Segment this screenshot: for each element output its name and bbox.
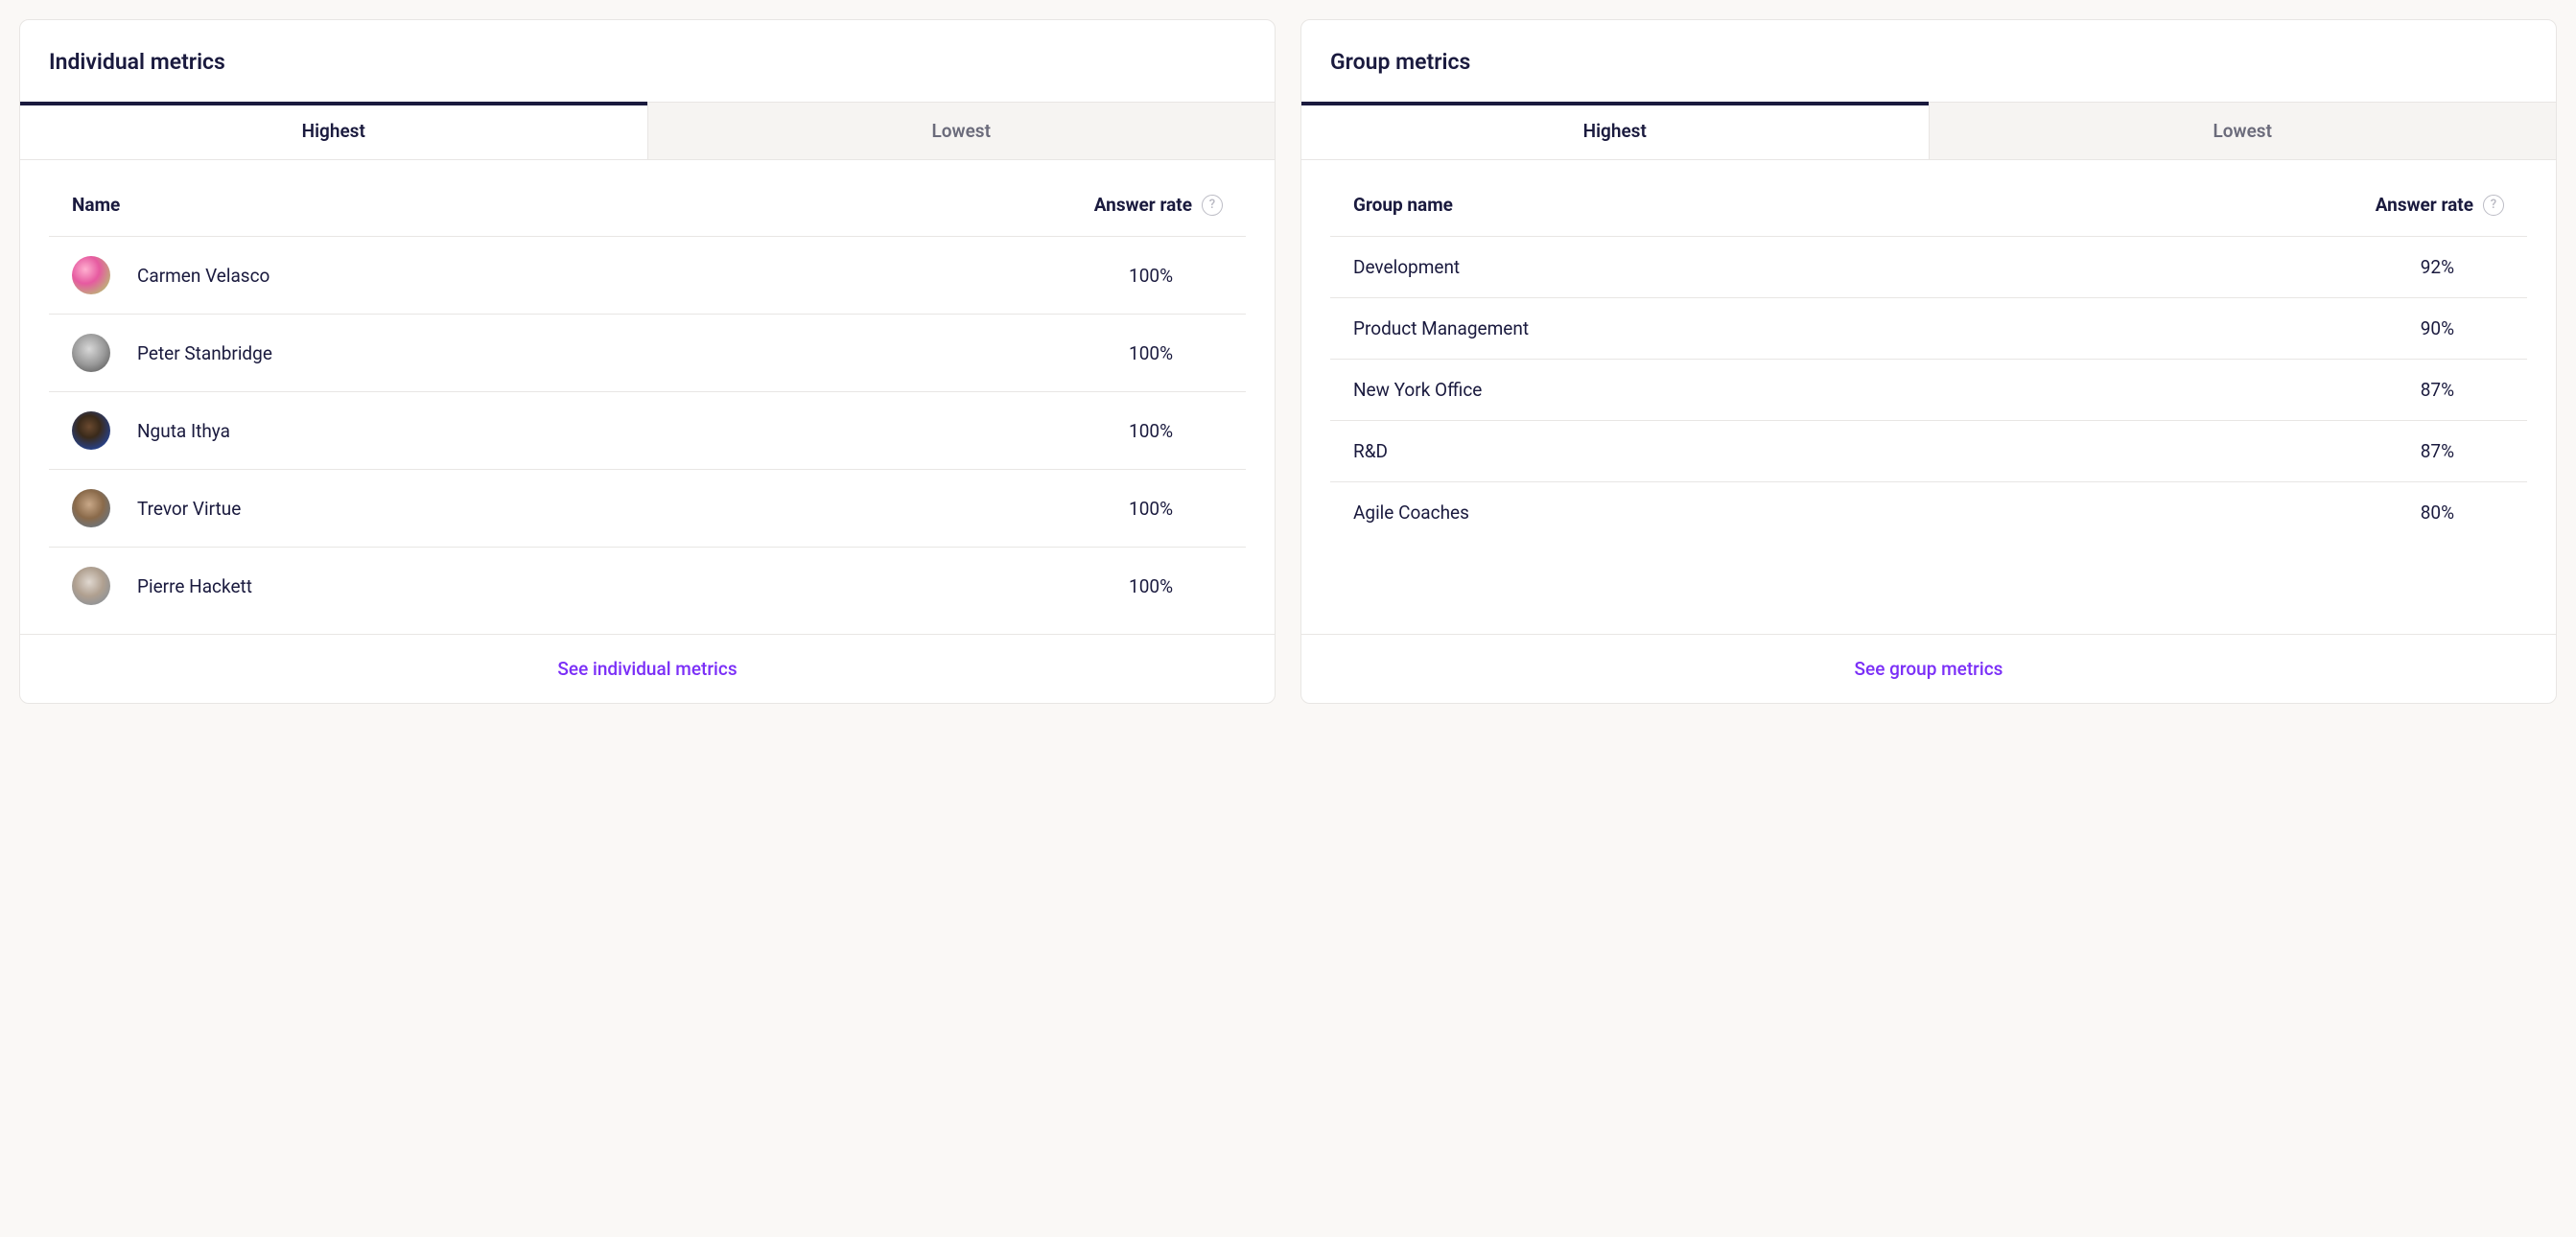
group-name: Development [1353, 256, 1460, 278]
group-name: Agile Coaches [1353, 502, 1469, 524]
see-individual-metrics-link[interactable]: See individual metrics [557, 658, 737, 680]
group-name: R&D [1353, 440, 1388, 462]
column-header-rate-label: Answer rate [1094, 194, 1192, 216]
table-row[interactable]: Development 92% [1330, 237, 2527, 298]
help-icon[interactable]: ? [1202, 195, 1223, 216]
tab-highest[interactable]: Highest [1301, 103, 1930, 159]
see-group-metrics-link[interactable]: See group metrics [1855, 658, 2003, 680]
avatar [72, 256, 110, 294]
answer-rate-value: 100% [1129, 420, 1223, 442]
group-table-header: Group name Answer rate ? [1330, 174, 2527, 237]
answer-rate-value: 90% [2421, 317, 2504, 339]
avatar [72, 334, 110, 372]
individual-table: Name Answer rate ? Carmen Velasco 100% P… [20, 160, 1275, 624]
column-header-rate: Answer rate ? [2376, 194, 2504, 216]
column-header-rate-label: Answer rate [2376, 194, 2473, 216]
individual-tabs: Highest Lowest [20, 102, 1275, 160]
tab-lowest[interactable]: Lowest [648, 103, 1276, 159]
table-row[interactable]: Nguta Ithya 100% [49, 392, 1246, 470]
table-row[interactable]: Carmen Velasco 100% [49, 237, 1246, 315]
tab-highest[interactable]: Highest [20, 103, 648, 159]
answer-rate-value: 100% [1129, 265, 1223, 287]
group-card-title: Group metrics [1301, 20, 2556, 102]
answer-rate-value: 100% [1129, 342, 1223, 364]
avatar [72, 489, 110, 527]
column-header-rate: Answer rate ? [1094, 194, 1223, 216]
tab-lowest[interactable]: Lowest [1930, 103, 2557, 159]
person-name: Carmen Velasco [137, 265, 269, 287]
avatar [72, 411, 110, 450]
group-name: New York Office [1353, 379, 1482, 401]
group-name: Product Management [1353, 317, 1529, 339]
group-card-footer: See group metrics [1301, 634, 2556, 703]
individual-metrics-card: Individual metrics Highest Lowest Name A… [19, 19, 1276, 704]
individual-card-title: Individual metrics [20, 20, 1275, 102]
person-name: Peter Stanbridge [137, 342, 272, 364]
answer-rate-value: 100% [1129, 498, 1223, 520]
table-row[interactable]: Agile Coaches 80% [1330, 482, 2527, 543]
answer-rate-value: 92% [2421, 256, 2504, 278]
person-name: Trevor Virtue [137, 498, 241, 520]
table-row[interactable]: Peter Stanbridge 100% [49, 315, 1246, 392]
person-name: Nguta Ithya [137, 420, 230, 442]
group-table: Group name Answer rate ? Development 92%… [1301, 160, 2556, 624]
person-name: Pierre Hackett [137, 575, 252, 597]
column-header-name: Group name [1353, 194, 2376, 216]
individual-table-header: Name Answer rate ? [49, 174, 1246, 237]
metrics-container: Individual metrics Highest Lowest Name A… [19, 19, 2557, 704]
answer-rate-value: 87% [2421, 440, 2504, 462]
group-metrics-card: Group metrics Highest Lowest Group name … [1300, 19, 2557, 704]
individual-card-footer: See individual metrics [20, 634, 1275, 703]
table-row[interactable]: New York Office 87% [1330, 360, 2527, 421]
answer-rate-value: 87% [2421, 379, 2504, 401]
table-row[interactable]: Trevor Virtue 100% [49, 470, 1246, 548]
table-row[interactable]: R&D 87% [1330, 421, 2527, 482]
answer-rate-value: 100% [1129, 575, 1223, 597]
table-row[interactable]: Pierre Hackett 100% [49, 548, 1246, 624]
answer-rate-value: 80% [2421, 502, 2504, 524]
table-row[interactable]: Product Management 90% [1330, 298, 2527, 360]
column-header-name: Name [72, 194, 1094, 216]
help-icon[interactable]: ? [2483, 195, 2504, 216]
group-tabs: Highest Lowest [1301, 102, 2556, 160]
avatar [72, 567, 110, 605]
